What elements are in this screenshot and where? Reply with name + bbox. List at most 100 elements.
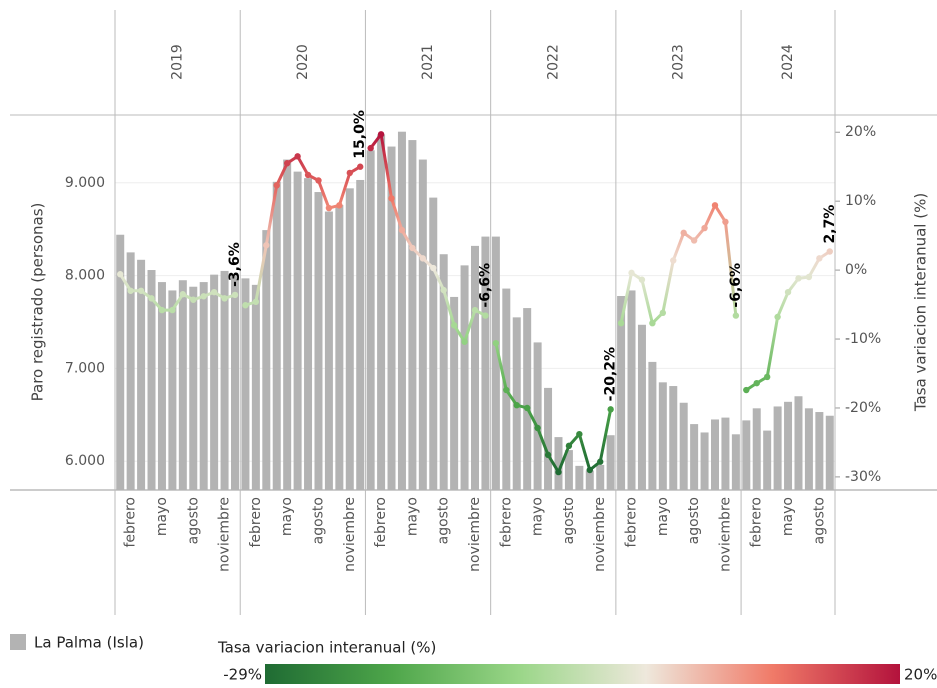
y-tick-label: 6.000: [65, 453, 105, 469]
bar: [700, 432, 709, 490]
line-segment: [525, 406, 540, 430]
bar: [481, 236, 490, 490]
x-tick-label: noviembre: [467, 497, 483, 572]
line-point: [127, 287, 134, 294]
line-point: [190, 296, 197, 303]
bar: [627, 290, 636, 490]
line-segment: [275, 161, 289, 187]
y2-tick-label: -20%: [845, 400, 881, 416]
line-segment: [390, 196, 404, 232]
line-point: [325, 204, 333, 212]
bar: [606, 435, 615, 490]
line-segment: [452, 323, 467, 344]
line-segment: [776, 290, 790, 319]
line-point: [294, 153, 301, 160]
line-point: [555, 468, 562, 476]
legend-swatch: [10, 634, 26, 650]
line-point: [649, 319, 656, 327]
bar: [617, 296, 626, 490]
line-point: [753, 379, 760, 387]
bar: [690, 424, 699, 490]
line-point: [263, 242, 270, 249]
line-point: [482, 312, 489, 319]
y2-tick-label: -10%: [845, 331, 881, 347]
line-point: [440, 286, 447, 294]
bar: [324, 211, 333, 490]
line-segment: [536, 426, 550, 457]
line-point: [471, 306, 479, 314]
line-point: [722, 218, 729, 226]
bar: [554, 437, 563, 490]
line-point: [148, 295, 155, 302]
y2-axis-title: Tasa variacion interanual (%): [912, 193, 930, 412]
line-segment: [494, 341, 508, 392]
legend-label: La Palma (Isla): [34, 634, 144, 652]
line-point: [816, 255, 823, 262]
color-scale-bar: [265, 664, 900, 684]
bar: [387, 146, 396, 491]
bar: [304, 178, 313, 490]
bar: [648, 361, 657, 490]
year-label: 2020: [295, 44, 311, 80]
year-label: 2024: [780, 44, 796, 80]
line-point: [617, 319, 625, 327]
line-point: [169, 306, 176, 314]
x-tick-label: febrero: [498, 497, 514, 548]
line-point: [586, 466, 593, 474]
line-point: [826, 248, 833, 255]
line-point: [398, 226, 406, 234]
bar: [356, 179, 365, 490]
line-point: [273, 182, 280, 189]
bar: [794, 396, 803, 490]
bar: [314, 192, 323, 490]
line-segment: [546, 453, 560, 474]
bar: [293, 171, 302, 491]
bar: [377, 134, 386, 491]
line-point: [357, 163, 364, 170]
line-segment: [400, 228, 414, 250]
line-segment: [619, 271, 634, 325]
bar: [262, 230, 271, 491]
line-point: [523, 404, 531, 412]
bar: [231, 275, 239, 490]
x-tick-label: mayo: [780, 497, 796, 536]
x-tick-label: mayo: [655, 497, 671, 536]
line-point: [461, 338, 468, 345]
line-point: [513, 402, 520, 409]
bar: [450, 296, 459, 490]
bar: [126, 252, 135, 490]
line-point: [628, 269, 635, 277]
line-segment: [807, 256, 821, 279]
bar: [815, 412, 824, 490]
x-tick-label: mayo: [279, 497, 295, 536]
data-label: -6,6%: [728, 263, 744, 308]
line-point: [252, 298, 260, 306]
y-tick-label: 7.000: [65, 360, 105, 376]
bar: [397, 131, 406, 490]
bar: [544, 387, 553, 490]
line-point: [210, 288, 218, 296]
line-point: [763, 373, 771, 381]
y2-tick-label: 0%: [845, 262, 867, 278]
line-point: [576, 430, 583, 438]
year-label: 2022: [545, 44, 561, 80]
line-point: [137, 287, 145, 294]
line-point: [315, 177, 322, 184]
line-point: [659, 309, 667, 317]
x-tick-label: mayo: [404, 497, 420, 536]
line-segment: [661, 258, 675, 315]
bar: [408, 140, 417, 490]
line-point: [346, 169, 353, 177]
line-point: [158, 306, 166, 314]
bar: [335, 205, 344, 491]
line-segment: [431, 266, 446, 292]
bar: [669, 386, 678, 490]
y-axis-title: Paro registrado (personas): [29, 203, 47, 402]
line-point: [732, 312, 740, 319]
line-segment: [723, 220, 738, 318]
bar: [679, 402, 688, 490]
color-scale-title: Tasa variacion interanual (%): [217, 639, 436, 657]
bar: [596, 464, 605, 490]
bar: [575, 465, 584, 490]
y2-tick-label: 10%: [845, 193, 876, 209]
